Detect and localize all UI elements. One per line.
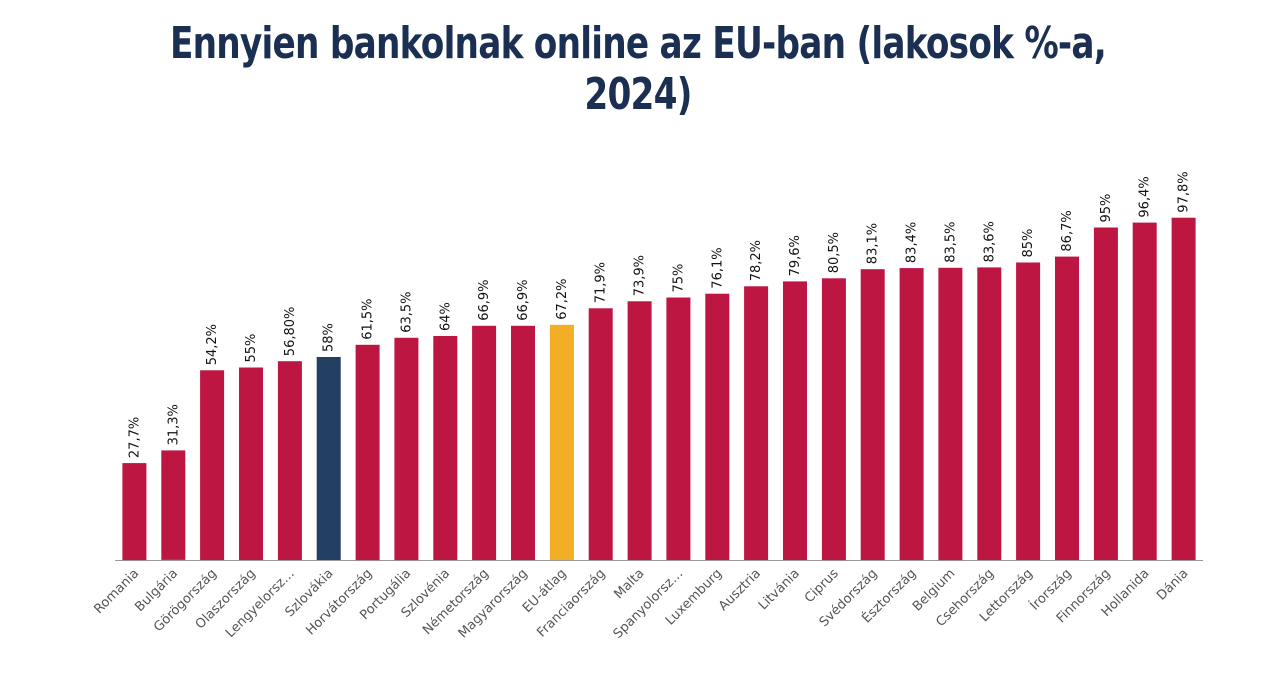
x-tick-label: Malta (611, 566, 647, 602)
data-label: 58% (322, 323, 337, 352)
x-tick-label: Romania (91, 566, 142, 617)
chart-title: Ennyien bankolnak online az EU-ban (lako… (169, 18, 1107, 120)
data-label: 61,5% (361, 298, 376, 339)
data-label: 67,2% (555, 278, 570, 319)
bar (783, 281, 807, 560)
bar (511, 325, 535, 560)
data-label: 80,5% (827, 232, 842, 273)
bar (394, 337, 419, 561)
bar (744, 286, 769, 560)
bar (627, 301, 652, 560)
data-label: 64% (438, 302, 453, 331)
bar (899, 268, 924, 560)
bar (938, 267, 963, 561)
bar (277, 361, 302, 560)
data-label: 83,4% (905, 222, 920, 263)
x-tick-label: Magyarország (456, 566, 531, 641)
x-tick-label: Franciaország (534, 566, 608, 640)
data-label: 83,5% (943, 221, 958, 262)
data-label: 27,7% (127, 417, 142, 458)
bar (1016, 262, 1041, 560)
bar (472, 325, 497, 560)
data-label: 73,9% (633, 255, 648, 296)
bar (1093, 227, 1118, 560)
bar (1055, 256, 1079, 560)
bar (239, 367, 263, 560)
data-label: 79,6% (788, 235, 803, 276)
bar (316, 357, 341, 560)
data-label: 97,8% (1177, 171, 1192, 212)
data-label: 83,1% (866, 223, 881, 264)
bar (821, 278, 846, 561)
data-label: 56,80% (283, 307, 298, 357)
data-label: 78,2% (749, 240, 764, 281)
data-label: 83,6% (982, 221, 997, 262)
x-tick-label: Lengyelorsz… (223, 566, 298, 641)
data-label: 71,9% (594, 262, 609, 303)
x-tick-label: Litvánia (756, 566, 803, 613)
bar (860, 269, 885, 560)
data-label: 31,3% (166, 404, 181, 445)
x-tick-label: Dánia (1154, 566, 1191, 603)
bar (1171, 217, 1196, 560)
data-label: 54,2% (205, 324, 220, 365)
data-label: 66,9% (516, 279, 531, 320)
bar (200, 370, 225, 560)
data-label: 96,4% (1138, 176, 1153, 217)
data-label: 66,9% (477, 279, 492, 320)
x-tick-label: Ausztria (716, 566, 764, 614)
bar (588, 308, 613, 560)
bar (122, 463, 147, 561)
bar (705, 293, 730, 560)
bar (666, 297, 691, 560)
data-label: 76,1% (710, 247, 725, 288)
bar (549, 324, 574, 560)
bar (355, 344, 380, 561)
data-label: 86,7% (1060, 210, 1075, 251)
bar (1132, 222, 1157, 560)
bar (433, 336, 458, 560)
bar (977, 267, 1002, 560)
data-label: 63,5% (399, 291, 414, 332)
data-label: 75% (671, 264, 686, 293)
data-label: 95% (1099, 194, 1114, 223)
data-label: 85% (1021, 229, 1036, 258)
data-label: 55% (244, 334, 259, 363)
bar (161, 450, 186, 560)
x-tick-label: Spanyolorsz… (611, 566, 687, 642)
